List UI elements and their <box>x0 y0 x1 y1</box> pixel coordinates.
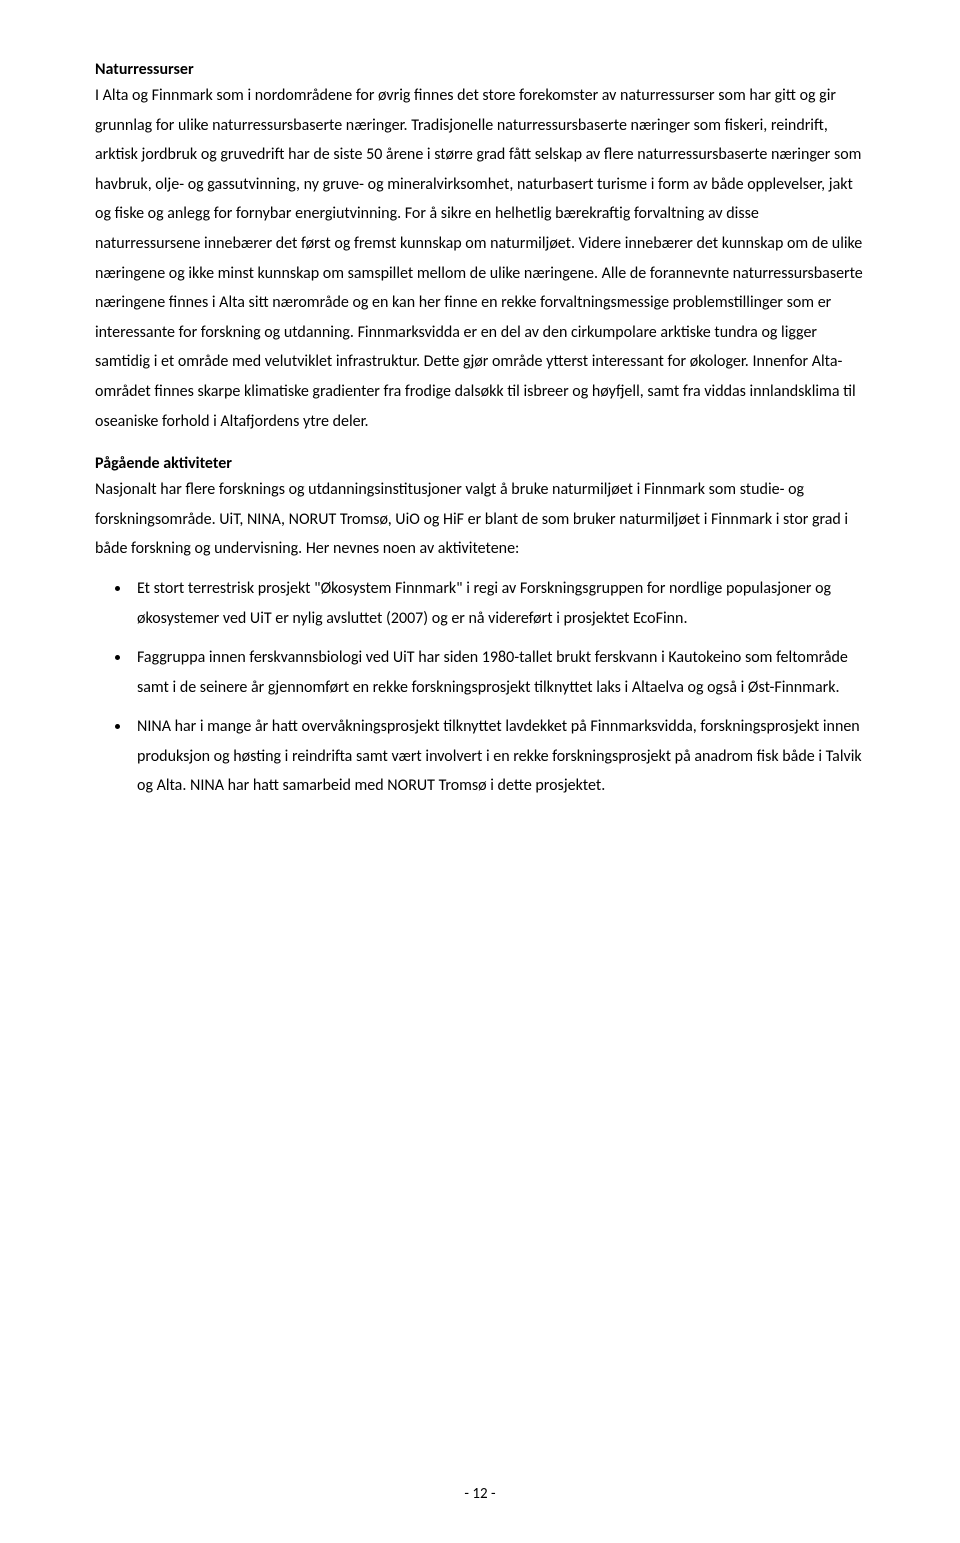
section-heading-naturressurser: Naturressurser <box>95 60 865 79</box>
section-heading-pagaende: Pågående aktiviteter <box>95 454 865 473</box>
list-item: Et stort terrestrisk prosjekt "Økosystem… <box>131 574 865 633</box>
activity-bullet-list: Et stort terrestrisk prosjekt "Økosystem… <box>95 574 865 801</box>
list-item: Faggruppa innen ferskvannsbiologi ved Ui… <box>131 643 865 702</box>
list-item: NINA har i mange år hatt overvåkningspro… <box>131 712 865 801</box>
page-number: - 12 - <box>0 1485 960 1503</box>
paragraph-pagaende-intro: Nasjonalt har flere forsknings og utdann… <box>95 475 865 564</box>
document-page: Naturressurser I Alta og Finnmark som i … <box>0 0 960 1543</box>
paragraph-naturressurser: I Alta og Finnmark som i nordområdene fo… <box>95 81 865 436</box>
